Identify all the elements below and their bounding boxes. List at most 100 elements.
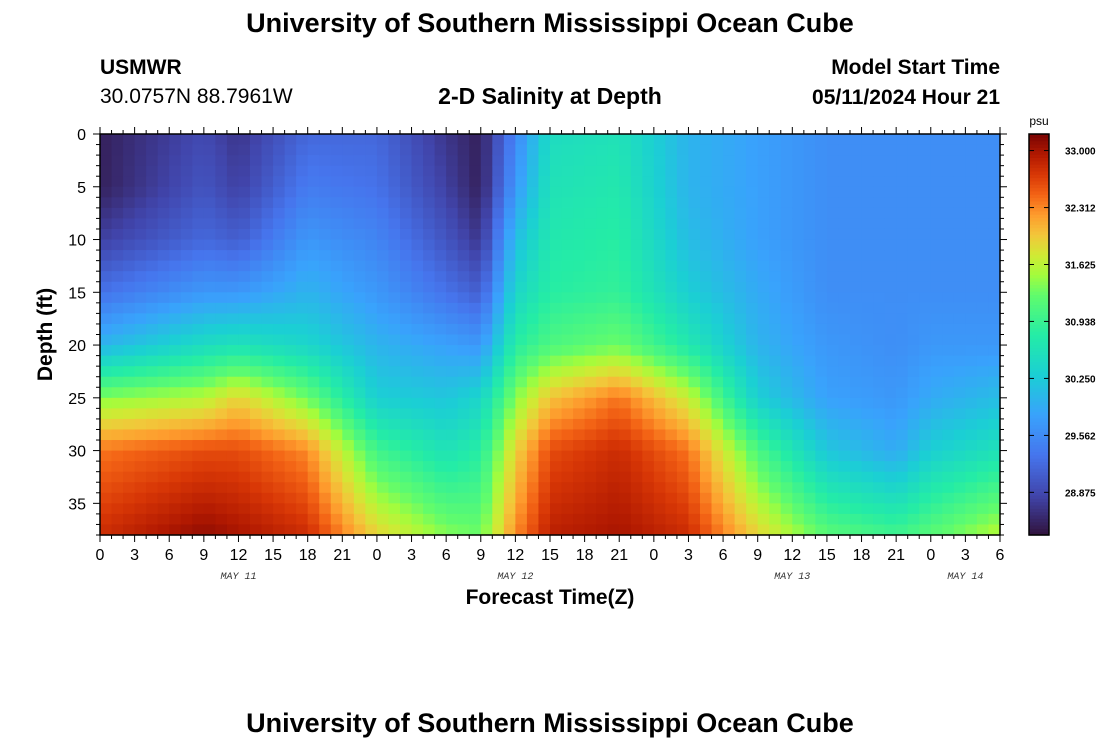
heatmap-cell	[907, 260, 920, 272]
heatmap-cell	[526, 155, 540, 167]
heatmap-cell	[353, 482, 366, 494]
heatmap-cell	[503, 450, 516, 462]
heatmap-cell	[411, 271, 424, 283]
heatmap-cell	[746, 281, 759, 293]
heatmap-cell	[123, 313, 136, 325]
heatmap-cell	[919, 471, 932, 483]
heatmap-cell	[561, 418, 574, 431]
heatmap-cell	[700, 503, 713, 515]
heatmap-cell	[826, 345, 840, 357]
heatmap-cell	[538, 292, 551, 304]
heatmap-cell	[411, 471, 424, 483]
heatmap-cell	[503, 524, 516, 536]
heatmap-cell	[250, 376, 263, 388]
heatmap-cell	[896, 450, 909, 462]
heatmap-cell	[353, 218, 366, 230]
heatmap-cell	[769, 302, 782, 314]
heatmap-cell	[746, 323, 759, 336]
heatmap-cell	[492, 292, 505, 304]
heatmap-cell	[146, 302, 159, 314]
colorbar-segment	[1029, 267, 1049, 272]
heatmap-cell	[192, 334, 205, 346]
heatmap-cell	[584, 492, 597, 504]
heatmap-cell	[919, 313, 932, 325]
heatmap-cell	[746, 155, 759, 167]
heatmap-cell	[942, 482, 955, 494]
heatmap-cell	[769, 387, 782, 399]
heatmap-cell	[330, 218, 343, 230]
heatmap-cell	[400, 281, 413, 293]
heatmap-cell	[400, 482, 413, 494]
heatmap-cell	[526, 176, 540, 188]
heatmap-cell	[688, 408, 701, 420]
heatmap-cell	[203, 482, 216, 494]
heatmap-cell	[596, 492, 609, 504]
heatmap-cell	[319, 429, 332, 441]
heatmap-cell	[746, 165, 759, 177]
heatmap-cell	[573, 176, 586, 188]
heatmap-cell	[503, 176, 516, 188]
heatmap-cell	[596, 334, 609, 346]
heatmap-cell	[803, 134, 816, 146]
heatmap-cell	[284, 292, 297, 304]
heatmap-cell	[515, 313, 528, 325]
heatmap-cell	[596, 302, 609, 314]
colorbar-segment	[1029, 157, 1049, 162]
heatmap-cell	[561, 239, 574, 251]
colorbar-segment	[1029, 521, 1049, 526]
heatmap-cell	[607, 281, 620, 293]
heatmap-cell	[561, 323, 574, 336]
heatmap-cell	[123, 524, 136, 536]
heatmap-cell	[665, 492, 678, 504]
heatmap-cell	[330, 228, 343, 241]
heatmap-cell	[342, 144, 355, 156]
colorbar-segment	[1029, 250, 1049, 255]
heatmap-cell	[365, 492, 378, 504]
heatmap-cell	[619, 503, 632, 515]
heatmap-cell	[538, 345, 551, 357]
heatmap-cell	[273, 271, 286, 283]
heatmap-cell	[942, 271, 955, 283]
heatmap-cell	[273, 397, 286, 409]
heatmap-cell	[273, 313, 286, 325]
heatmap-cell	[907, 440, 920, 452]
heatmap-cell	[988, 366, 1001, 378]
heatmap-cell	[192, 155, 205, 167]
heatmap-cell	[907, 429, 920, 441]
heatmap-cell	[503, 429, 516, 441]
heatmap-cell	[688, 482, 701, 494]
heatmap-cell	[400, 397, 413, 409]
heatmap-cell	[919, 503, 932, 515]
heatmap-cell	[469, 461, 482, 473]
heatmap-cell	[434, 492, 447, 504]
heatmap-cell	[653, 440, 666, 452]
heatmap-cell	[769, 418, 782, 431]
x-tick-label: 15	[264, 547, 282, 564]
heatmap-cell	[734, 176, 747, 188]
heatmap-cell	[561, 144, 574, 156]
heatmap-cell	[492, 281, 505, 293]
colorbar-segment	[1029, 174, 1049, 179]
heatmap-cell	[815, 334, 828, 346]
heatmap-cell	[111, 218, 124, 230]
heatmap-cell	[953, 323, 966, 336]
heatmap-cell	[492, 218, 505, 230]
x-axis: 0 3 6 9 12 15 18 21 0 3 6 9 12 15 18 21 0 3 6 9 12 15 18 21 0 3 6M…	[96, 127, 1005, 583]
heatmap-cell	[815, 376, 828, 388]
heatmap-cell	[480, 397, 493, 409]
heatmap-cell	[676, 260, 690, 272]
heatmap-cell	[746, 397, 759, 409]
heatmap-cell	[700, 418, 713, 431]
heatmap-cell	[619, 355, 632, 367]
heatmap-cell	[584, 408, 597, 420]
heatmap-cell	[584, 302, 597, 314]
heatmap-cell	[434, 471, 447, 483]
heatmap-cell	[653, 155, 666, 167]
heatmap-cell	[711, 155, 724, 167]
heatmap-cell	[711, 281, 724, 293]
heatmap-cell	[780, 524, 793, 536]
heatmap-cell	[457, 440, 470, 452]
heatmap-cell	[411, 513, 424, 526]
heatmap-cell	[861, 239, 874, 251]
heatmap-cell	[273, 408, 286, 420]
